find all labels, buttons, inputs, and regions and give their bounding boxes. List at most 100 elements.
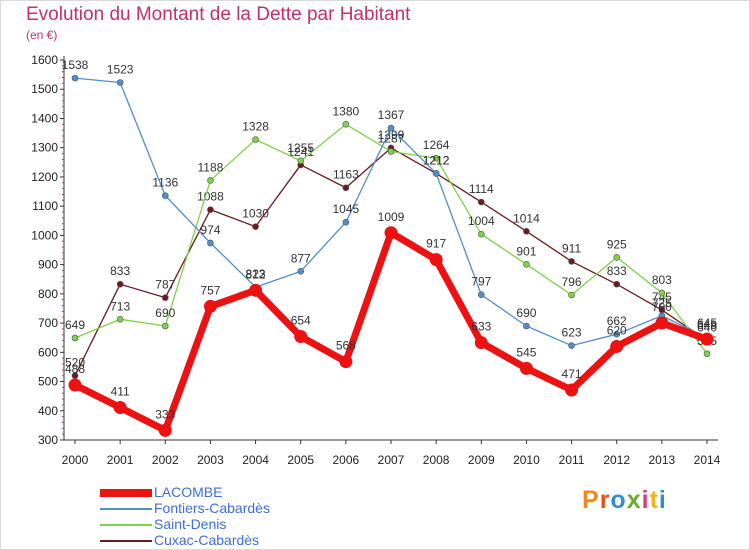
data-point — [342, 218, 350, 226]
x-tick-label: 2010 — [513, 453, 540, 467]
data-point — [429, 253, 443, 267]
data-label: 488 — [65, 362, 85, 376]
data-point — [387, 124, 395, 132]
unit-label: (en €) — [26, 28, 58, 42]
data-label: 1136 — [152, 176, 178, 190]
data-point — [158, 423, 172, 437]
data-label: 925 — [607, 237, 627, 251]
data-label: 1367 — [378, 108, 405, 122]
data-point — [658, 289, 666, 297]
data-label: 974 — [200, 223, 220, 237]
legend: LACOMBE Fontiers-Cabardès Saint-Denis Cuxac… — [100, 484, 360, 549]
data-label: 787 — [155, 278, 175, 292]
data-label: 333 — [155, 407, 175, 421]
y-tick-label: 900 — [38, 258, 58, 272]
data-label: 662 — [607, 314, 627, 328]
proxiti-logo: Proxiti — [582, 486, 667, 515]
data-point — [568, 342, 575, 349]
x-tick-label: 2003 — [197, 453, 224, 467]
x-tick-label: 2001 — [107, 453, 134, 467]
data-label: 623 — [562, 326, 582, 340]
data-point — [568, 291, 575, 299]
data-label: 833 — [110, 264, 130, 278]
data-point — [339, 355, 353, 369]
data-point — [68, 378, 82, 392]
data-label: 645 — [697, 316, 717, 330]
y-tick-label: 600 — [38, 345, 58, 359]
data-label: 1264 — [423, 138, 450, 152]
data-label: 520 — [65, 356, 85, 370]
data-label: 917 — [426, 237, 446, 251]
data-point — [613, 330, 621, 338]
y-tick-label: 1000 — [31, 228, 58, 242]
legend-label: LACOMBE — [154, 484, 223, 500]
y-tick-label: 1400 — [31, 111, 58, 125]
legend-swatch — [100, 540, 152, 542]
legend-item-saint-denis: Saint-Denis — [100, 516, 360, 533]
x-tick-label: 2007 — [378, 453, 405, 467]
legend-label: Saint-Denis — [154, 516, 227, 532]
data-point — [477, 230, 485, 238]
y-tick-label: 1100 — [32, 199, 58, 213]
y-tick-label: 400 — [38, 404, 58, 418]
data-label: 812 — [246, 267, 266, 281]
data-label: 649 — [697, 318, 717, 332]
logo-letter: t — [649, 486, 659, 514]
data-point — [71, 74, 79, 82]
data-point — [523, 227, 530, 235]
data-point — [610, 339, 624, 353]
y-tick-label: 700 — [38, 316, 58, 330]
data-label: 1299 — [378, 128, 405, 142]
x-tick-label: 2011 — [559, 453, 585, 467]
data-point — [474, 336, 488, 350]
data-label: 797 — [471, 275, 491, 289]
data-point — [703, 350, 711, 358]
y-tick-label: 800 — [38, 287, 58, 301]
data-point — [477, 198, 485, 206]
data-label: 713 — [110, 299, 130, 313]
logo-letter: o — [610, 486, 627, 514]
data-point — [116, 315, 124, 323]
data-label: 1163 — [333, 168, 359, 182]
data-point — [387, 148, 395, 155]
data-label: 471 — [562, 367, 582, 381]
logo-letter: P — [582, 486, 600, 514]
data-label: 620 — [607, 323, 627, 337]
x-tick-label: 2013 — [649, 453, 676, 467]
data-label: 725 — [652, 296, 672, 310]
data-label: 690 — [516, 306, 536, 320]
data-label: 1188 — [198, 160, 224, 174]
data-label: 545 — [516, 345, 536, 359]
data-label: 911 — [562, 241, 581, 255]
data-point — [161, 294, 169, 301]
x-tick-label: 2005 — [287, 453, 314, 467]
data-point — [161, 322, 169, 330]
logo-letter: i — [641, 486, 650, 514]
data-label: 649 — [65, 318, 85, 332]
data-label: 823 — [246, 267, 266, 281]
data-point — [342, 121, 350, 128]
data-label: 877 — [291, 251, 311, 265]
legend-swatch — [100, 524, 152, 526]
data-label: 796 — [562, 275, 582, 289]
data-label: 1004 — [468, 214, 495, 228]
data-label: 568 — [336, 339, 356, 353]
x-tick-label: 2009 — [468, 453, 495, 467]
data-label: 1045 — [333, 202, 360, 216]
logo-letter: i — [658, 486, 667, 514]
legend-swatch — [100, 508, 152, 510]
legend-swatch — [100, 489, 152, 497]
data-point — [207, 177, 214, 184]
data-point — [116, 79, 124, 86]
data-label: 690 — [155, 306, 175, 320]
data-label: 1523 — [107, 63, 134, 77]
data-point — [252, 223, 259, 230]
data-point — [113, 401, 127, 415]
data-label: 633 — [471, 320, 491, 334]
data-point — [294, 330, 308, 344]
data-point — [297, 157, 305, 165]
data-point — [613, 280, 621, 288]
y-tick-label: 1200 — [31, 170, 58, 184]
data-label: 700 — [652, 300, 672, 314]
